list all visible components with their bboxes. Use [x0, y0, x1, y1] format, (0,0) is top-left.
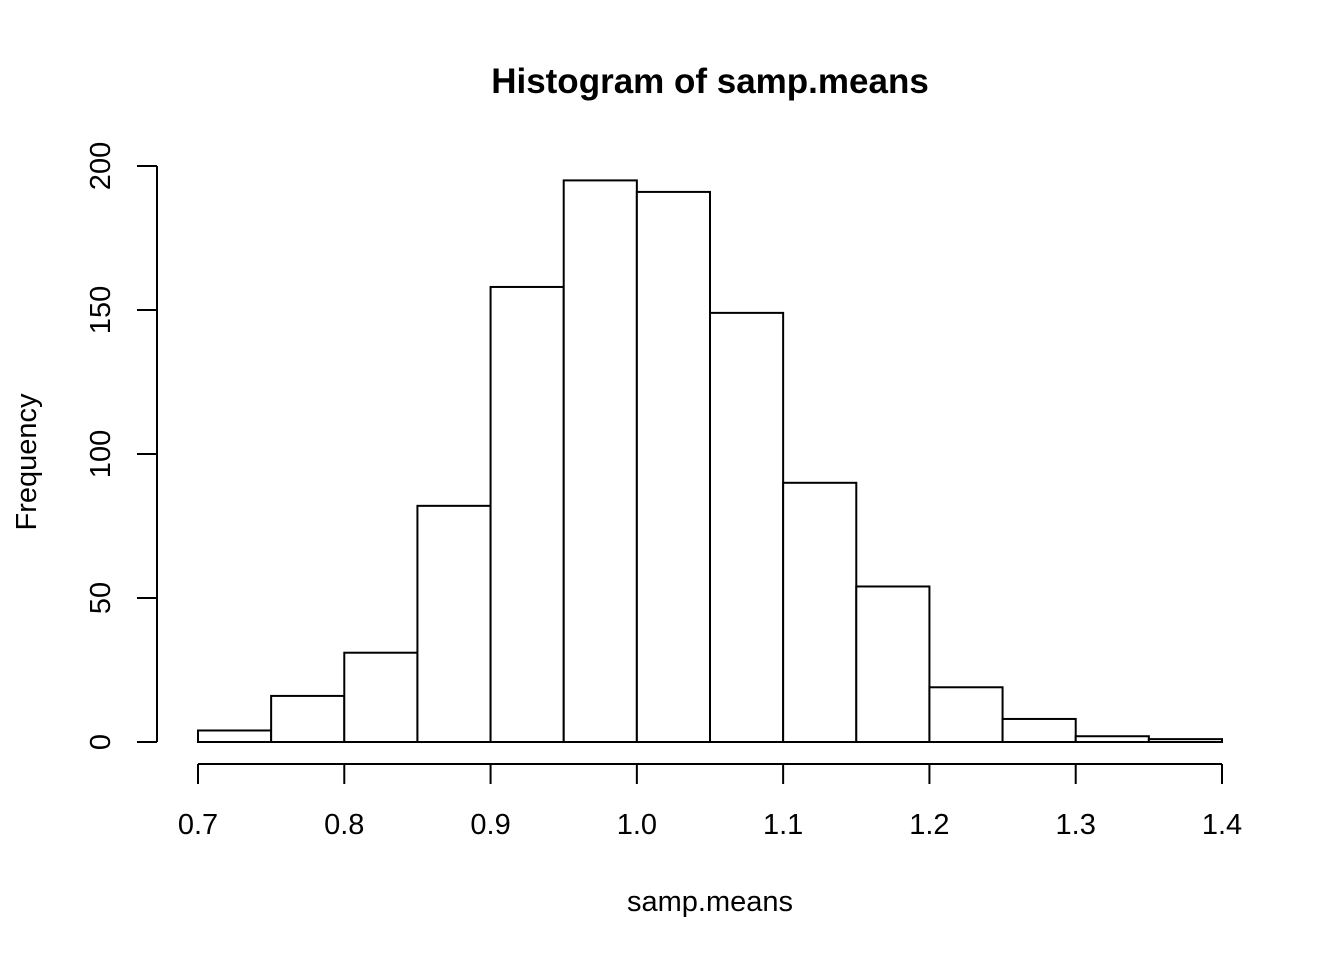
y-axis-label: Frequency	[11, 393, 43, 531]
histogram-bar-6	[635, 190, 711, 744]
histogram-bar-11	[1001, 717, 1077, 744]
x-axis-label: samp.means	[627, 886, 793, 918]
x-tick-label-5: 1.2	[909, 809, 949, 841]
histogram-bar-9	[855, 585, 931, 743]
histogram-bar-3	[416, 504, 492, 743]
histogram-bar-0	[197, 729, 273, 743]
x-tick-label-7: 1.4	[1202, 809, 1242, 841]
histogram-bar-8	[782, 481, 858, 743]
histogram-bar-4	[489, 285, 565, 743]
x-tick-label-0: 0.7	[178, 809, 218, 841]
histogram-bar-13	[1147, 738, 1224, 743]
x-tick-label-2: 0.9	[470, 809, 510, 841]
y-tick-label-0: 0	[85, 734, 117, 750]
y-tick-label-3: 150	[85, 286, 117, 334]
chart-title: Histogram of samp.means	[491, 62, 929, 101]
x-axis: 0.7 0.8 0.9 1.0 1.1 1.2 1.3 1.4	[178, 763, 1242, 841]
x-tick-label-3: 1.0	[617, 809, 657, 841]
histogram-bar-1	[270, 694, 346, 743]
histogram-bar-7	[709, 311, 785, 743]
y-tick-label-1: 50	[85, 582, 117, 614]
x-tick-label-6: 1.3	[1056, 809, 1096, 841]
histogram-bar-12	[1074, 735, 1150, 743]
y-axis: 0 50 100 150 200	[85, 142, 158, 750]
histogram-bar-5	[562, 179, 638, 743]
y-tick-label-2: 100	[85, 430, 117, 478]
bars-group	[197, 179, 1224, 744]
histogram-bar-2	[343, 651, 419, 743]
histogram-bar-10	[928, 686, 1004, 744]
y-tick-label-4: 200	[85, 142, 117, 190]
x-tick-label-4: 1.1	[763, 809, 803, 841]
x-tick-label-1: 0.8	[324, 809, 364, 841]
